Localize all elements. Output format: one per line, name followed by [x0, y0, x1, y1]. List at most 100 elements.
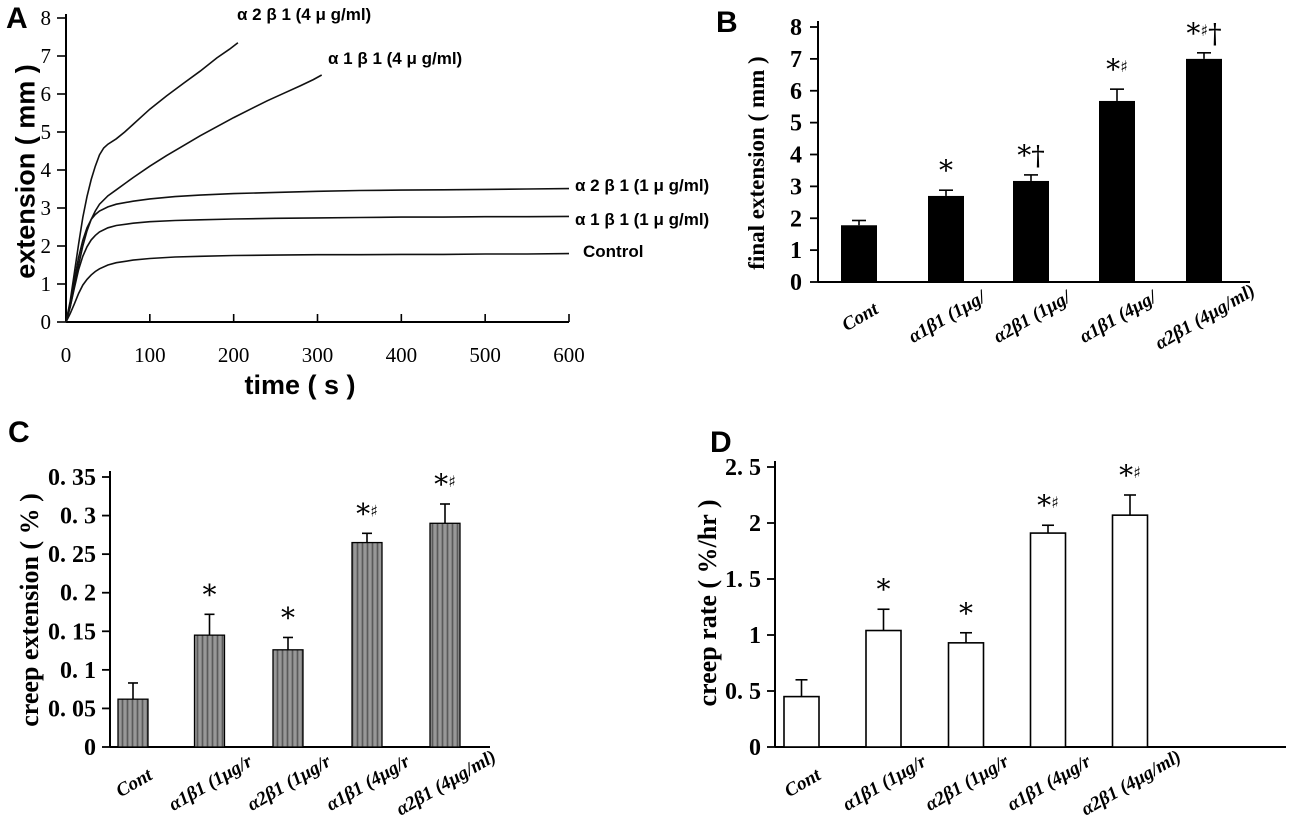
y-tick-labels: 0 0. 5 1 1. 5 2 2. 5 — [725, 455, 761, 761]
curve-label-a2b1-4ug: α 2 β 1 (4 μ g/ml) — [237, 5, 372, 24]
annotation-glyph: * — [1106, 53, 1120, 86]
panel-a-curves — [65, 42, 570, 323]
bar-3 — [351, 541, 383, 748]
bar-1 — [928, 195, 964, 282]
y-tick-label: 2 — [41, 234, 52, 258]
error-bar-2 — [1024, 174, 1038, 181]
x-tick-label: 0 — [61, 343, 72, 367]
panel-c-letter: C — [8, 416, 30, 449]
bars-group — [783, 494, 1149, 748]
panel-d-letter: D — [710, 426, 732, 459]
x-tick-label: 400 — [386, 343, 418, 367]
annotation-glyph: * — [356, 497, 370, 530]
y-tick-label: 6 — [790, 79, 802, 105]
y-ticks — [767, 466, 775, 748]
bar-3 — [1029, 532, 1067, 748]
significance-annotation: * — [203, 578, 217, 611]
error-bar-4 — [440, 503, 450, 524]
error-bar-2 — [283, 636, 293, 650]
annotation-glyph: * — [203, 578, 217, 611]
category-label-4: α2β1 (4μg/ml) — [1078, 746, 1185, 820]
category-label-4: α2β1 (4μg/ml) — [1152, 280, 1259, 354]
category-label-4: α2β1 (4μg/ml) — [393, 746, 500, 820]
significance-annotation: *♯ — [1037, 489, 1059, 522]
annotation-glyph: ♯ — [448, 472, 456, 491]
category-label-0: Cont — [113, 764, 157, 802]
bar-0 — [117, 698, 149, 748]
y-tick-label: 0. 15 — [48, 619, 96, 645]
curve-label-a1b1-4ug: α 1 β 1 (4 μ g/ml) — [328, 49, 463, 68]
bar-4 — [1186, 58, 1222, 282]
y-tick-label: 0 — [749, 735, 761, 761]
error-bar-2 — [960, 631, 972, 643]
category-label-0: Cont — [839, 298, 883, 336]
panel-d-y-axis-title: creep rate ( %/hr ) — [693, 499, 722, 707]
annotation-glyph: ♯ — [1200, 21, 1208, 40]
y-tick-label: 8 — [790, 15, 802, 41]
panel-a-x-axis-title: time ( s ) — [244, 370, 356, 400]
panel-a-line-chart: 0 1 2 3 4 5 6 7 8 0 100 200 300 400 500 600 — [41, 6, 585, 367]
y-tick-label: 2 — [790, 206, 802, 232]
annotation-glyph: * — [281, 601, 295, 634]
y-tick-labels: 0 0. 05 0. 1 0. 15 0. 2 0. 25 0. 3 0. 35 — [48, 465, 96, 761]
significance-annotation: *♯ — [434, 468, 456, 501]
category-label-1: α1β1 (1μg/r — [165, 751, 256, 816]
error-bar-1 — [877, 608, 890, 631]
y-tick-label: 4 — [41, 158, 52, 182]
significance-annotation: * — [877, 573, 891, 606]
significance-annotation: *† — [1017, 139, 1045, 172]
curve-0 — [65, 42, 239, 323]
error-bar-3 — [1042, 524, 1054, 534]
error-bar-1 — [204, 613, 215, 636]
bars-group — [117, 503, 461, 748]
panel-a-y-tick-labels: 0 1 2 3 4 5 6 7 8 — [41, 6, 52, 334]
panel-a-axes — [65, 14, 569, 323]
error-bar-0 — [852, 219, 866, 226]
y-tick-label: 1 — [790, 238, 802, 264]
category-label-1: α1β1 (1μg/r — [839, 751, 930, 816]
annotation-glyph: ♯ — [1120, 57, 1128, 76]
y-tick-label: 5 — [790, 111, 802, 137]
y-tick-label: 2 — [749, 511, 761, 537]
significance-annotation: * — [281, 601, 295, 634]
significance-annotation: * — [939, 154, 953, 187]
x-tick-label: 300 — [302, 343, 334, 367]
y-tick-label: 6 — [41, 82, 52, 106]
category-label-1: α1β1 (1μg/ — [905, 286, 991, 348]
annotation-glyph: ♯ — [1051, 493, 1059, 512]
annotation-glyph: * — [959, 597, 973, 630]
bar-2 — [947, 642, 985, 748]
y-tick-label: 5 — [41, 120, 52, 144]
category-label-2: α2β1 (1μg/r — [922, 751, 1013, 816]
y-tick-label: 0. 3 — [60, 504, 96, 530]
bar-1 — [193, 634, 226, 748]
y-tick-label: 4 — [790, 143, 802, 169]
annotation-glyph: * — [1186, 17, 1200, 50]
y-tick-label: 7 — [790, 47, 802, 73]
x-tick-label: 500 — [469, 343, 501, 367]
bar-4 — [1111, 514, 1149, 748]
y-tick-label: 0 — [790, 270, 802, 296]
panel-b-y-axis-title: final extension ( mm ) — [744, 56, 769, 270]
error-bar-0 — [795, 678, 808, 697]
significance-annotation: *♯† — [1186, 17, 1221, 50]
y-tick-label: 0 — [41, 310, 52, 334]
panel-d-bar-chart: 00. 511. 522. 5***♯*♯Cont α1β1 (1μg/rα2β1… — [725, 455, 1286, 820]
y-tick-label: 1. 5 — [725, 567, 761, 593]
annotation-glyph: * — [1017, 139, 1031, 172]
category-label-0: Cont — [781, 764, 825, 802]
y-tick-label: 0 — [84, 735, 96, 761]
annotation-glyph: * — [1119, 459, 1133, 492]
curve-2 — [65, 187, 570, 323]
category-labels: Cont α1β1 (1μg/α2β1 (1μg/α1β1 (4μg/α2β1 (… — [839, 280, 1259, 354]
panel-a-y-axis-title: extension ( mm ) — [10, 64, 41, 279]
panel-a-x-tick-labels: 0 100 200 300 400 500 600 — [61, 343, 585, 367]
panel-a-letter: A — [6, 2, 28, 35]
y-tick-label: 0. 25 — [48, 542, 96, 568]
bar-3 — [1099, 100, 1135, 282]
error-bar-0 — [128, 682, 138, 700]
y-tick-label: 0. 05 — [48, 696, 96, 722]
category-label-2: α2β1 (1μg/ — [990, 286, 1076, 348]
